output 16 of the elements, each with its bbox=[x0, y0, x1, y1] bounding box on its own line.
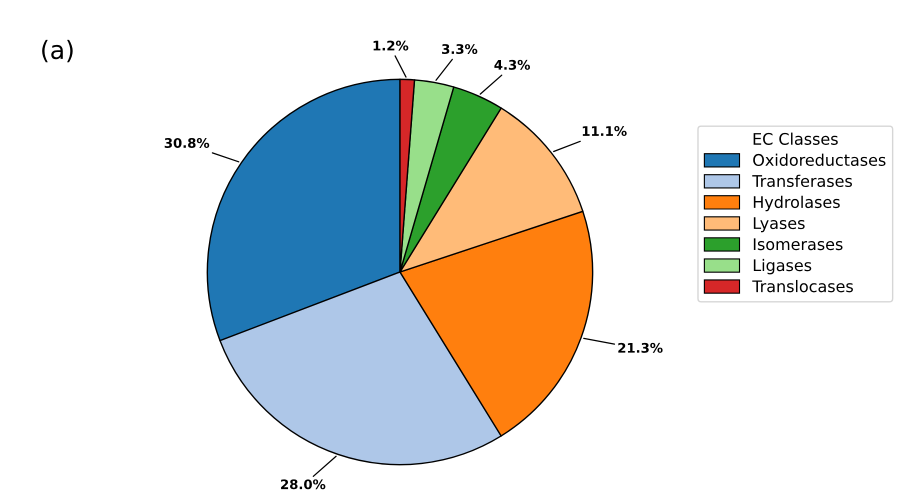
data-label: 30.8% bbox=[164, 138, 210, 148]
data-label: 11.1% bbox=[582, 126, 627, 136]
legend-label: Oxidoreductases bbox=[753, 154, 886, 166]
data-label: 4.3% bbox=[494, 60, 530, 70]
legend-label: Hydrolases bbox=[754, 196, 840, 212]
legend-label: Lyases bbox=[754, 217, 805, 232]
data-label: 1.2% bbox=[374, 40, 408, 51]
legend-label: Translocases bbox=[752, 280, 853, 292]
data-label: 3.3% bbox=[442, 44, 478, 54]
data-label: 28.0% bbox=[281, 479, 326, 490]
legend-label: Transferases bbox=[752, 174, 852, 188]
chart-title: (a) bbox=[42, 40, 73, 62]
legend-label: Isomerases bbox=[754, 238, 843, 250]
legend-title: EC Classes bbox=[754, 132, 838, 145]
data-label: 21.3% bbox=[618, 342, 663, 353]
legend-label: Ligases bbox=[754, 258, 812, 274]
